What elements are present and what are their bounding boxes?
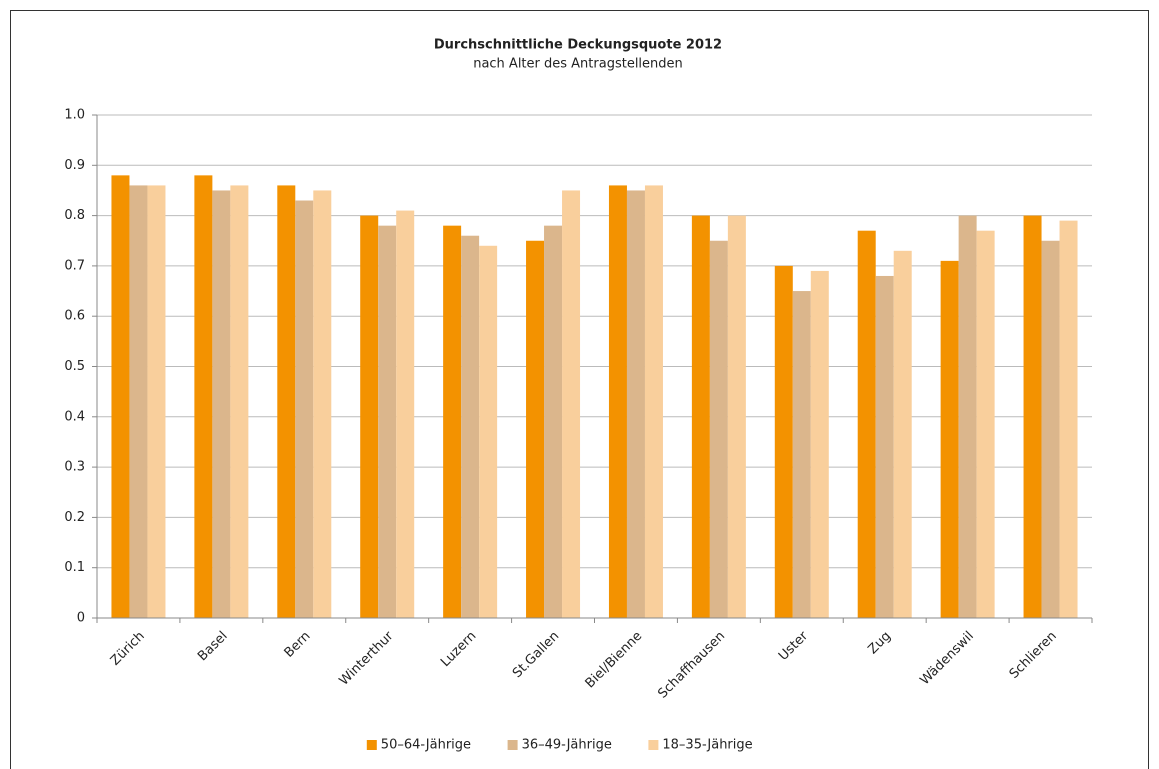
- bar: [644, 185, 663, 619]
- bar: [544, 225, 563, 618]
- bar: [277, 185, 296, 619]
- bar: [626, 190, 645, 618]
- bar: [313, 190, 332, 618]
- bar: [709, 240, 728, 618]
- legend-label: 36–49-Jährige: [522, 738, 612, 753]
- y-tick-label: 1.0: [64, 108, 85, 123]
- bar: [792, 291, 811, 618]
- bar: [1041, 240, 1060, 618]
- bar: [562, 190, 581, 618]
- legend-label: 50–64-Jährige: [381, 738, 471, 753]
- y-tick-label: 0: [77, 611, 85, 626]
- y-tick-label: 0.2: [64, 510, 85, 525]
- y-tick-label: 0.9: [64, 158, 85, 173]
- bar: [526, 240, 545, 618]
- bar: [461, 235, 480, 618]
- y-tick-label: 0.8: [64, 208, 85, 223]
- legend-swatch: [507, 740, 518, 750]
- bar: [940, 260, 959, 618]
- chart-title: Durchschnittliche Deckungsquote 2012: [434, 38, 722, 53]
- bar: [212, 190, 231, 618]
- bar: [378, 225, 397, 618]
- bar: [129, 185, 148, 619]
- legend-swatch: [366, 740, 377, 750]
- chart-subtitle: nach Alter des Antragstellenden: [473, 57, 683, 72]
- bar: [194, 175, 213, 619]
- bar: [360, 215, 379, 618]
- bar: [230, 185, 249, 619]
- bar: [875, 275, 894, 618]
- y-tick-label: 0.7: [64, 258, 85, 273]
- bar: [479, 245, 498, 618]
- bar: [958, 215, 977, 618]
- bar: [1023, 215, 1042, 618]
- bar: [774, 265, 793, 618]
- bar: [1059, 220, 1078, 618]
- y-tick-label: 0.4: [64, 409, 85, 424]
- bar: [810, 270, 829, 618]
- bar: [147, 185, 166, 619]
- bar: [857, 230, 876, 618]
- bar: [443, 225, 462, 618]
- bar: [295, 200, 314, 618]
- bar: [727, 215, 746, 618]
- y-tick-label: 0.6: [64, 309, 85, 324]
- y-tick-label: 0.5: [64, 359, 85, 374]
- legend-swatch: [648, 740, 659, 750]
- bar: [608, 185, 627, 619]
- bar: [976, 230, 995, 618]
- y-tick-label: 0.3: [64, 460, 85, 475]
- y-tick-label: 0.1: [64, 560, 85, 575]
- bar: [396, 210, 415, 618]
- bar: [691, 215, 710, 618]
- legend-label: 18–35-Jährige: [662, 738, 752, 753]
- bar: [893, 250, 912, 618]
- bar: [111, 175, 130, 619]
